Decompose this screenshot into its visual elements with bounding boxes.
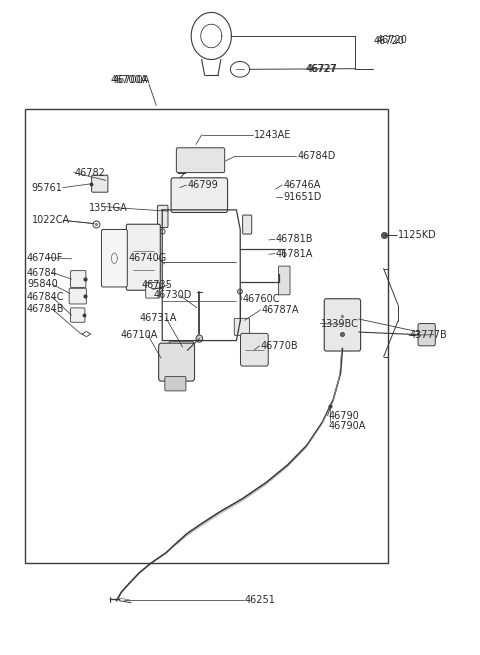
- Ellipse shape: [238, 289, 242, 294]
- Text: 46720: 46720: [376, 35, 407, 45]
- Ellipse shape: [196, 335, 203, 342]
- Text: 46740G: 46740G: [129, 253, 167, 263]
- Text: 46781A: 46781A: [276, 249, 313, 259]
- Text: 46784D: 46784D: [298, 151, 336, 161]
- Text: 1022CA: 1022CA: [32, 215, 70, 225]
- Text: 43777B: 43777B: [410, 330, 448, 341]
- FancyBboxPatch shape: [169, 341, 193, 364]
- Text: 46770B: 46770B: [261, 341, 298, 351]
- Text: 46727: 46727: [307, 64, 338, 74]
- Text: 1339BC: 1339BC: [322, 318, 359, 329]
- Text: 46760C: 46760C: [242, 294, 280, 305]
- Text: 46730D: 46730D: [154, 290, 192, 301]
- Text: 95761: 95761: [32, 183, 63, 193]
- Text: 95840: 95840: [27, 280, 58, 290]
- Bar: [24, 109, 388, 563]
- Text: 46799: 46799: [187, 180, 218, 190]
- FancyBboxPatch shape: [324, 299, 360, 351]
- Text: 46746A: 46746A: [283, 180, 321, 190]
- Text: 46710A: 46710A: [120, 330, 158, 341]
- Ellipse shape: [160, 229, 165, 234]
- FancyBboxPatch shape: [146, 282, 159, 298]
- Text: 46784C: 46784C: [27, 292, 64, 303]
- Text: 46700A: 46700A: [111, 75, 148, 85]
- FancyBboxPatch shape: [418, 324, 435, 346]
- Text: 1125KD: 1125KD: [398, 231, 437, 240]
- FancyBboxPatch shape: [240, 333, 268, 366]
- FancyBboxPatch shape: [242, 215, 252, 234]
- FancyBboxPatch shape: [157, 205, 168, 227]
- FancyBboxPatch shape: [92, 175, 108, 192]
- Text: 91651D: 91651D: [283, 192, 322, 202]
- Text: 46727: 46727: [306, 64, 337, 74]
- Text: 46790: 46790: [328, 411, 360, 421]
- Text: 1243AE: 1243AE: [254, 130, 292, 140]
- FancyBboxPatch shape: [71, 271, 86, 288]
- FancyBboxPatch shape: [165, 377, 186, 391]
- Text: 1351GA: 1351GA: [89, 203, 128, 213]
- Text: 46740F: 46740F: [27, 253, 63, 263]
- Text: 46790A: 46790A: [328, 421, 366, 431]
- FancyBboxPatch shape: [126, 224, 160, 290]
- Text: 46781B: 46781B: [276, 234, 313, 244]
- FancyBboxPatch shape: [69, 288, 86, 304]
- Text: 46782: 46782: [75, 168, 106, 178]
- FancyBboxPatch shape: [158, 343, 194, 381]
- FancyBboxPatch shape: [176, 148, 225, 173]
- FancyBboxPatch shape: [171, 178, 228, 212]
- FancyBboxPatch shape: [101, 229, 127, 287]
- FancyBboxPatch shape: [71, 308, 85, 322]
- FancyBboxPatch shape: [234, 318, 250, 335]
- Text: 46700A: 46700A: [112, 75, 150, 85]
- Text: 46784: 46784: [27, 268, 58, 278]
- FancyBboxPatch shape: [278, 266, 290, 295]
- Text: 46787A: 46787A: [262, 305, 299, 315]
- Text: 46731A: 46731A: [140, 312, 177, 323]
- Text: 46251: 46251: [245, 595, 276, 605]
- Text: 46735: 46735: [142, 280, 173, 290]
- Text: 46784B: 46784B: [27, 304, 64, 314]
- Text: 46720: 46720: [374, 35, 405, 46]
